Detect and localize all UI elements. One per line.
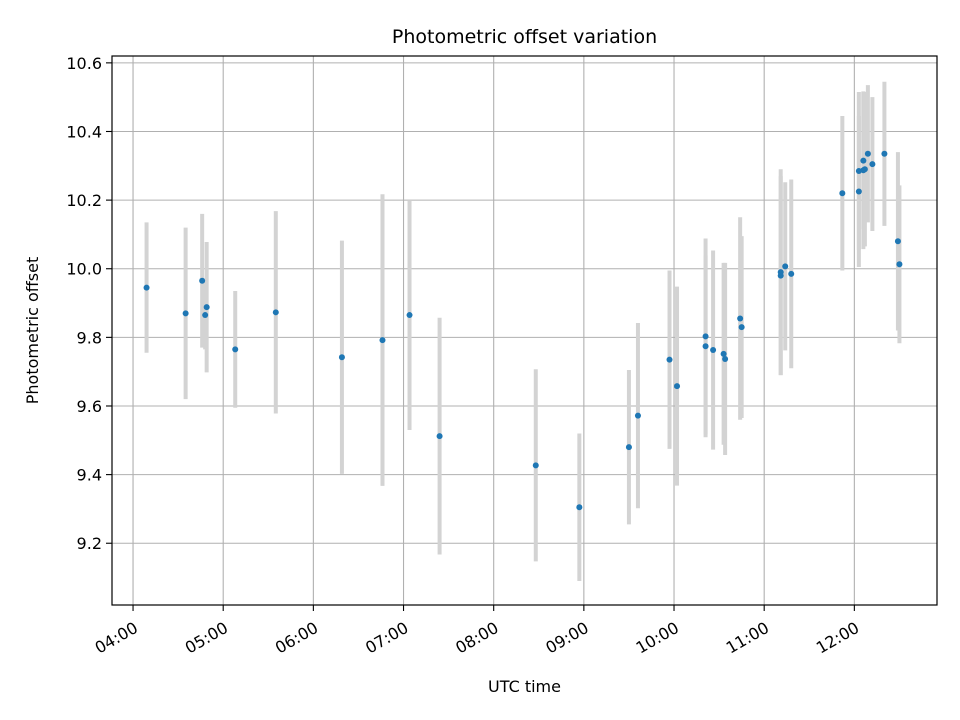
data-points bbox=[143, 150, 903, 511]
y-axis-title: Photometric offset bbox=[23, 257, 42, 405]
data-point bbox=[788, 270, 795, 277]
chart-title: Photometric offset variation bbox=[392, 26, 657, 48]
y-tick-label: 9.2 bbox=[77, 534, 102, 553]
grid bbox=[112, 56, 937, 605]
data-point bbox=[532, 462, 539, 469]
data-point bbox=[182, 310, 189, 317]
data-point bbox=[625, 444, 632, 451]
data-point bbox=[860, 157, 867, 164]
y-tick-label: 10.6 bbox=[66, 54, 102, 73]
data-point bbox=[839, 190, 846, 197]
data-point bbox=[666, 356, 673, 363]
x-axis-title: UTC time bbox=[488, 677, 561, 696]
data-point bbox=[202, 312, 209, 319]
y-tick-label: 9.8 bbox=[77, 328, 102, 347]
data-point bbox=[869, 161, 876, 168]
data-point bbox=[855, 188, 862, 195]
data-point bbox=[782, 263, 789, 270]
data-point bbox=[232, 346, 239, 353]
data-point bbox=[894, 238, 901, 245]
data-point bbox=[720, 350, 727, 357]
data-point bbox=[881, 150, 888, 157]
data-point bbox=[436, 433, 443, 440]
data-point bbox=[722, 355, 729, 362]
y-tick-label: 9.6 bbox=[77, 397, 102, 416]
y-tick-label: 10.4 bbox=[66, 122, 102, 141]
data-point bbox=[576, 504, 583, 511]
data-point bbox=[737, 315, 744, 322]
data-point bbox=[199, 277, 206, 284]
data-point bbox=[710, 347, 717, 354]
data-point bbox=[272, 309, 279, 316]
data-point bbox=[864, 150, 871, 157]
data-point bbox=[674, 383, 681, 390]
y-tick-label: 10.2 bbox=[66, 191, 102, 210]
data-point bbox=[379, 337, 386, 344]
y-tick-label: 9.4 bbox=[77, 466, 102, 485]
data-point bbox=[861, 166, 868, 173]
data-point bbox=[702, 333, 709, 340]
data-point bbox=[702, 343, 709, 350]
data-point bbox=[406, 312, 413, 319]
data-point bbox=[143, 284, 150, 291]
data-point bbox=[896, 261, 903, 268]
data-point bbox=[203, 304, 210, 311]
y-tick-label: 10.0 bbox=[66, 260, 102, 279]
data-point bbox=[855, 167, 862, 174]
data-point bbox=[338, 354, 345, 361]
data-point bbox=[777, 272, 784, 279]
y-axis-ticks: 9.2 9.4 9.6 9.8 10.0 10.2 10.4 10.6 bbox=[66, 54, 112, 553]
data-point bbox=[634, 412, 641, 419]
plot-frame bbox=[111, 55, 938, 606]
data-point bbox=[738, 324, 745, 331]
